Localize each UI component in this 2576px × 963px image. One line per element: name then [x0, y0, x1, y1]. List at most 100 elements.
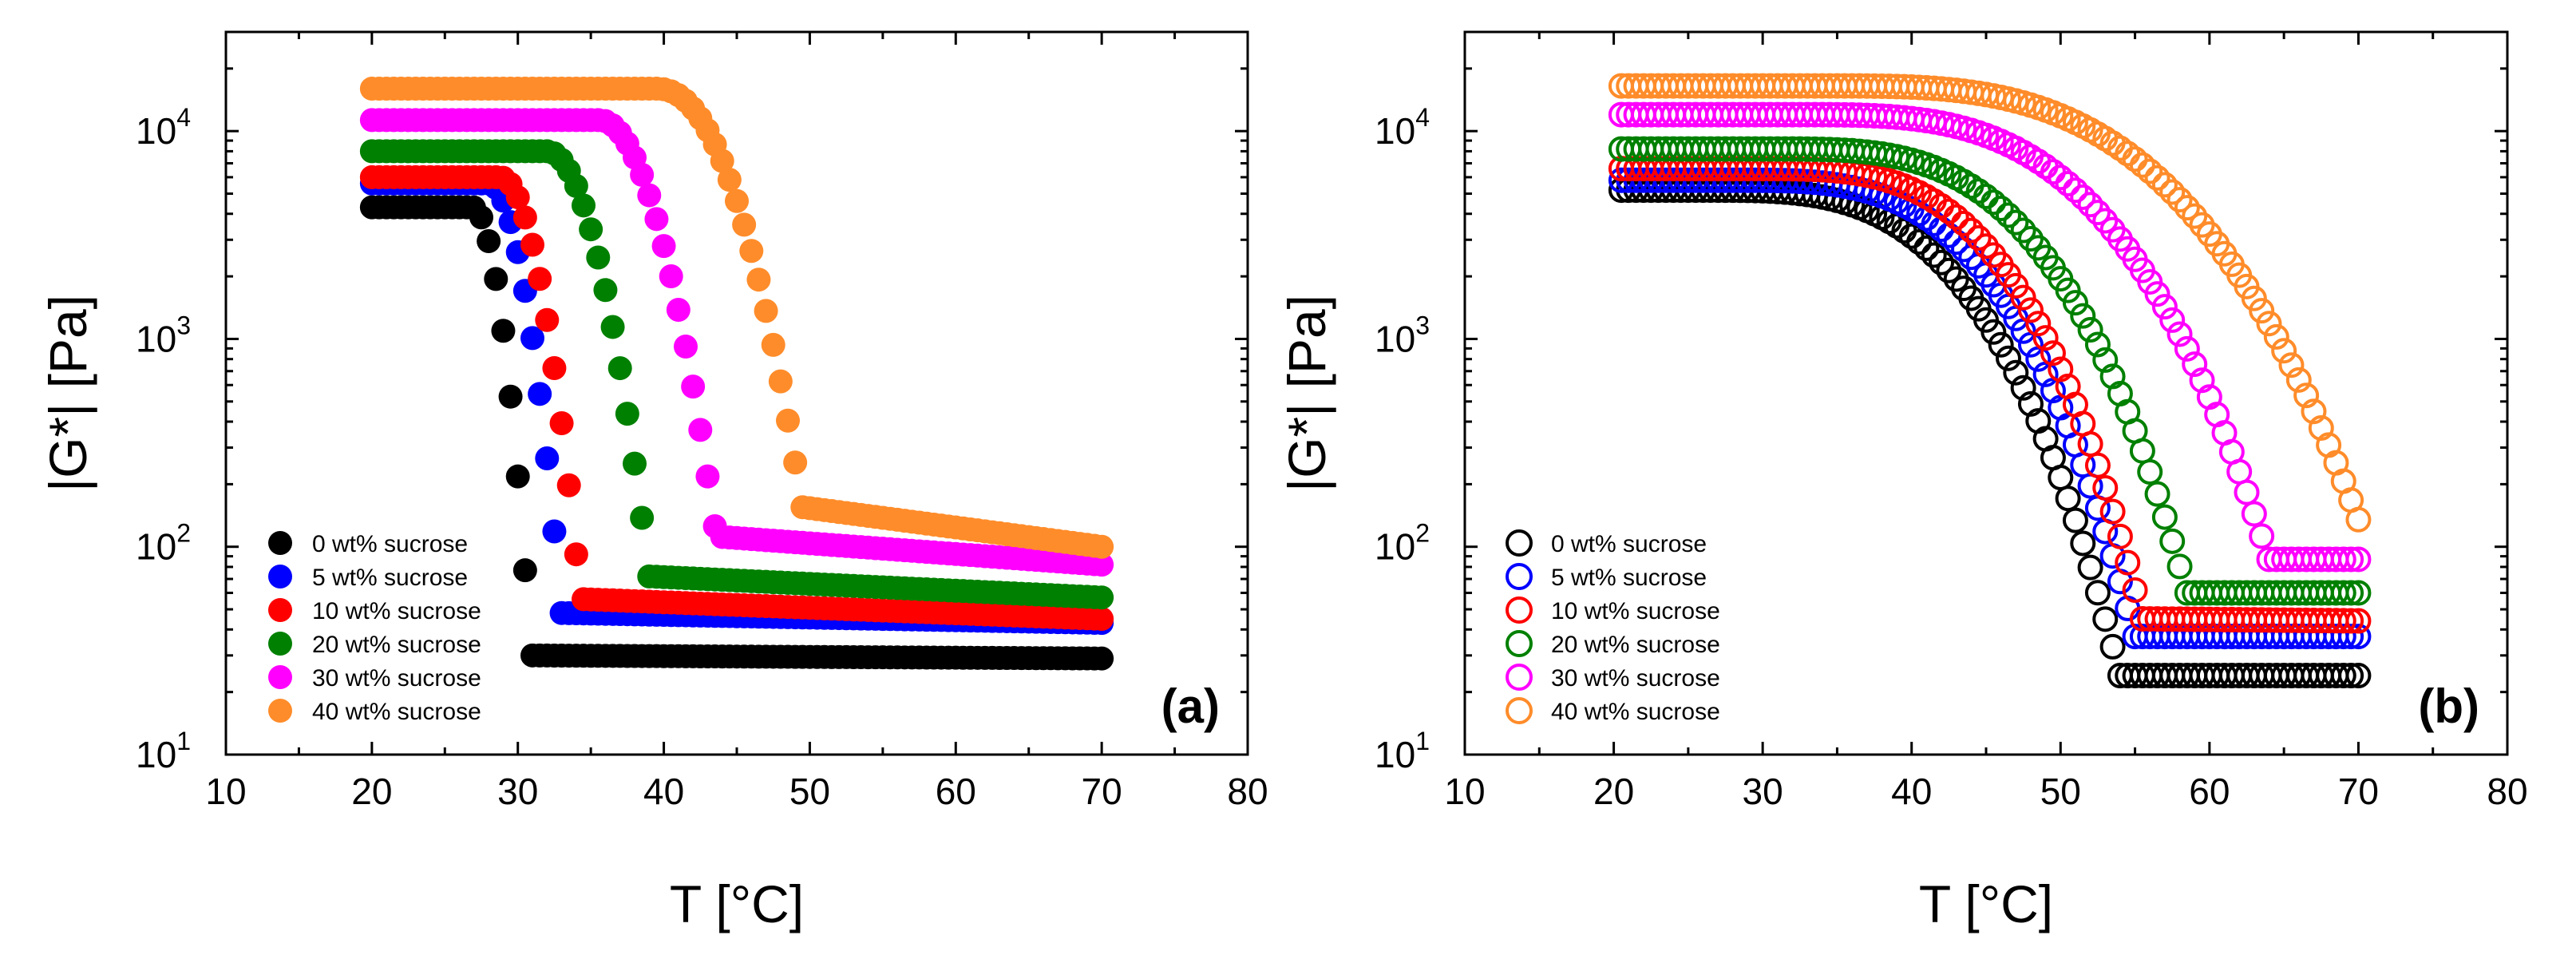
data-point: [2330, 624, 2356, 650]
data-point: [2330, 546, 2356, 573]
data-point: [2166, 187, 2193, 213]
y-tick-base: 10: [136, 110, 176, 152]
data-point: [2129, 438, 2155, 464]
data-point: [600, 315, 625, 339]
legend-label: 40 wt% sucrose: [1551, 699, 1720, 725]
data-point: [2249, 523, 2275, 549]
data-point: [2010, 217, 2036, 244]
data-point: [520, 326, 544, 351]
data-point: [746, 268, 771, 292]
panel-b-data-points: [1608, 73, 2372, 689]
data-point: [2048, 164, 2074, 191]
panel-b-label: (b): [2418, 680, 2479, 733]
data-point: [2137, 158, 2163, 184]
legend-label: 30 wt% sucrose: [312, 665, 481, 692]
legend-marker: [1506, 630, 1533, 657]
data-point: [1090, 553, 1114, 577]
data-point: [695, 464, 720, 489]
data-point: [2293, 382, 2320, 409]
data-point: [2040, 340, 2066, 367]
y-tick-label: 101: [1375, 727, 1430, 775]
data-point: [505, 185, 530, 210]
data-point: [2234, 479, 2260, 505]
data-point: [2129, 152, 2155, 178]
data-point: [2017, 297, 2044, 323]
panel-a-x-axis-title: T [°C]: [670, 874, 804, 933]
legend-marker: [1506, 664, 1533, 691]
data-point: [674, 335, 698, 359]
data-point: [768, 369, 793, 394]
x-tick-label: 70: [1082, 771, 1122, 812]
data-point: [2055, 485, 2081, 512]
panel-b-x-axis-title: T [°C]: [1919, 874, 2053, 933]
data-point: [484, 267, 508, 291]
data-point: [579, 217, 603, 242]
y-tick-label: 104: [136, 103, 191, 152]
series-6: [1608, 73, 2372, 533]
data-point: [2099, 498, 2126, 525]
data-point: [1929, 249, 1955, 275]
data-point: [2084, 331, 2111, 358]
data-point: [2070, 184, 2096, 210]
data-point: [535, 307, 560, 332]
data-point: [1965, 225, 1992, 252]
data-point: [2092, 208, 2119, 234]
legend-label: 5 wt% sucrose: [1551, 565, 1707, 591]
x-tick-label: 40: [643, 771, 684, 812]
data-point: [637, 183, 662, 208]
legend-marker: [268, 699, 292, 723]
data-point: [505, 464, 530, 489]
data-point: [1980, 319, 2007, 345]
data-point: [739, 239, 764, 264]
data-point: [1988, 196, 2014, 222]
series-4: [1608, 136, 2372, 606]
y-tick-base: 10: [1375, 318, 1415, 359]
data-point: [528, 382, 552, 406]
legend-label: 10 wt% sucrose: [312, 598, 481, 624]
y-tick-exponent: 2: [1415, 519, 1430, 548]
data-point: [2099, 633, 2126, 660]
data-point: [2308, 414, 2334, 441]
data-point: [1090, 606, 1114, 631]
panel-b-legend: 0 wt% sucrose 5 wt% sucrose 10 wt% sucrose…: [1506, 529, 1720, 725]
data-point: [2092, 347, 2119, 373]
data-point: [1936, 257, 1962, 283]
data-point: [1988, 331, 2014, 358]
y-tick-exponent: 3: [176, 311, 191, 339]
data-point: [623, 451, 647, 476]
data-point: [1980, 189, 2007, 216]
data-point: [776, 408, 800, 433]
legend-marker: [1506, 563, 1533, 590]
data-point: [2151, 294, 2178, 320]
legend-marker: [268, 598, 292, 622]
data-point: [688, 418, 713, 442]
data-point: [630, 162, 655, 187]
y-tick-label: 103: [1375, 311, 1430, 359]
data-point: [520, 232, 544, 257]
y-tick-base: 10: [136, 318, 176, 359]
data-point: [1995, 202, 2021, 228]
data-point: [659, 264, 683, 289]
data-point: [2174, 335, 2200, 362]
x-tick-label: 40: [1891, 771, 1932, 812]
data-point: [556, 473, 581, 497]
panel-b-y-axis-title: |G*| [Pa]: [1277, 295, 1336, 492]
legend-marker: [268, 665, 292, 689]
legend-label: 10 wt% sucrose: [1551, 598, 1720, 624]
data-point: [2092, 474, 2119, 501]
data-point: [2345, 546, 2372, 573]
data-point: [2345, 663, 2372, 689]
data-point: [2189, 367, 2215, 394]
x-tick-label: 50: [2040, 771, 2081, 812]
data-point: [2285, 367, 2312, 393]
data-point: [2338, 580, 2364, 606]
data-point: [2077, 431, 2103, 458]
data-point: [2174, 195, 2200, 221]
x-tick-label: 10: [1444, 771, 1485, 812]
data-point: [542, 356, 567, 381]
x-tick-label: 60: [2189, 771, 2230, 812]
x-tick-label: 10: [205, 771, 246, 812]
data-point: [528, 267, 552, 291]
data-point: [2338, 608, 2364, 634]
